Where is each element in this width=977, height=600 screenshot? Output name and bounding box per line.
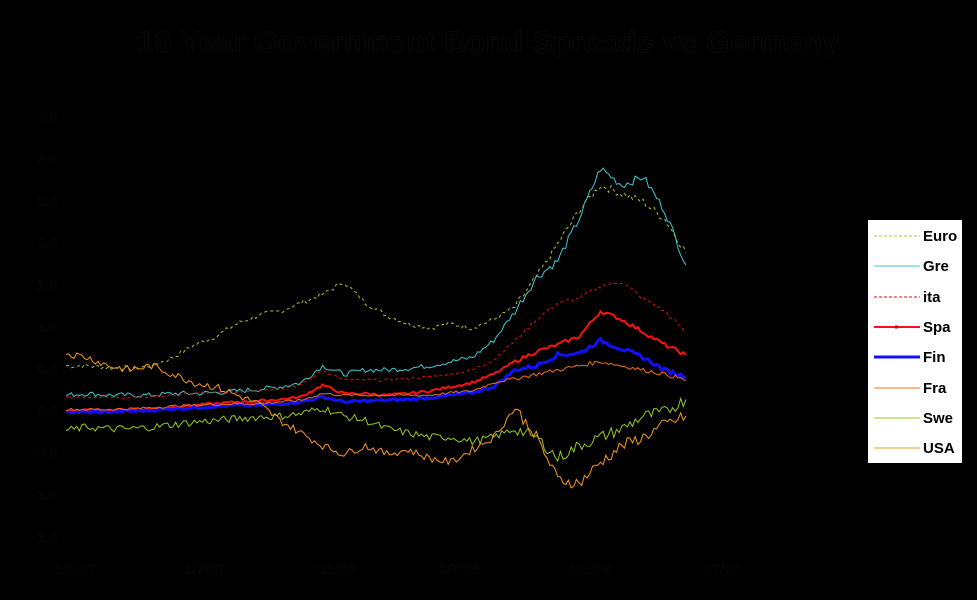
legend-item-euro: Euro [868, 222, 964, 252]
y-tick-label: 1.5 [37, 277, 58, 295]
y-tick-label: 3.5 [37, 109, 58, 127]
legend-item-usa: USA [868, 434, 964, 464]
x-tick-label: 1/7/09 [699, 561, 741, 579]
y-tick-label: 2.5 [37, 193, 58, 211]
legend-label: Gre [923, 258, 949, 276]
legend-item-gre: Gre [868, 252, 964, 282]
y-tick-label: -0.5 [32, 445, 58, 463]
series-line-fra [65, 360, 687, 412]
legend-label: Euro [923, 228, 958, 245]
legend-swatch-icon [874, 296, 920, 298]
legend-swatch-icon [874, 417, 920, 419]
series-line-swe [65, 396, 687, 463]
x-tick-label: 1/1/09 [569, 561, 611, 579]
legend-swatch-icon [874, 447, 920, 449]
legend-label: ita [923, 288, 941, 306]
legend-item-spa: Spa [868, 313, 964, 343]
x-tick-label: 1/1/07 [54, 561, 96, 579]
legend-label: Spa [923, 318, 951, 336]
series-line-gre [65, 167, 687, 398]
legend-label: Fin [923, 349, 946, 367]
y-tick-label: -1.0 [32, 487, 58, 505]
legend-label: USA [923, 440, 955, 458]
chart-title: 10 Year Government Bond Spreads vs Germa… [137, 26, 840, 60]
series-line-fin [65, 336, 687, 415]
series-line-ita [65, 281, 687, 400]
x-tick-label: 1/1/08 [314, 561, 356, 579]
y-tick-label: 0.5 [37, 361, 58, 379]
x-tick-label: 1/7/08 [439, 561, 481, 579]
legend-swatch-icon [874, 325, 920, 329]
series-line-euro [65, 184, 687, 371]
y-tick-label: 1.0 [37, 319, 58, 337]
legend-item-fra: Fra [868, 374, 964, 404]
legend-label: Swe [923, 409, 954, 427]
legend-swatch-icon [874, 387, 920, 388]
y-tick-label: 3.0 [37, 151, 58, 169]
legend-swatch-icon [874, 355, 920, 359]
y-tick-label: 0.0 [37, 403, 58, 421]
legend-item-ita: ita [868, 283, 964, 313]
legend-swatch-icon [874, 235, 920, 237]
x-tick-label: 1/7/07 [184, 561, 226, 579]
legend-label: Fra [923, 379, 947, 397]
legend-item-swe: Swe [868, 404, 964, 434]
y-tick-label: 2.0 [37, 235, 58, 253]
legend: Euro Gre ita Spa Fin Fra Swe USA [867, 219, 963, 464]
legend-swatch-icon [874, 265, 920, 267]
legend-item-fin: Fin [868, 343, 964, 373]
y-tick-label: -1.5 [32, 529, 58, 547]
series-line-usa [65, 352, 687, 489]
